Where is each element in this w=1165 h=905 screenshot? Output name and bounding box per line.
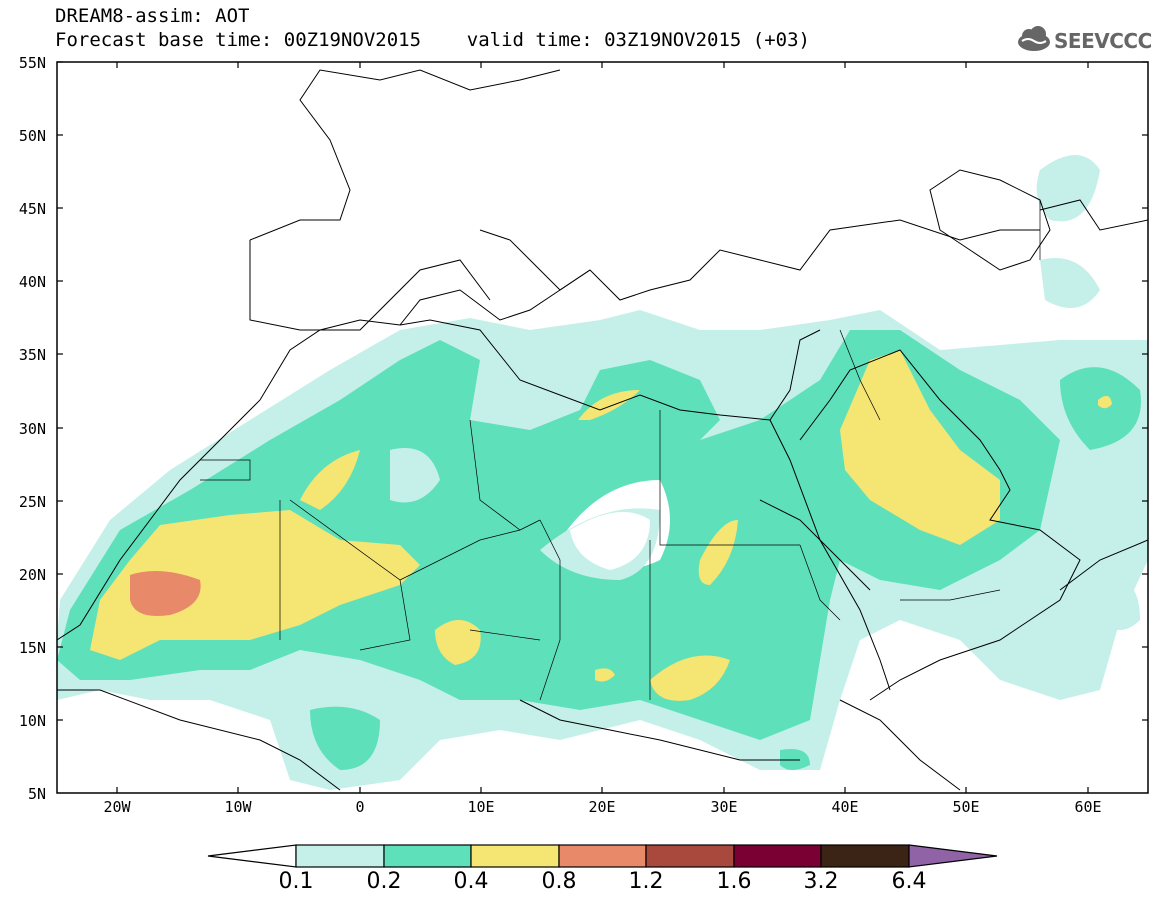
colorbar-label: 3.2 xyxy=(803,869,839,894)
aot-field xyxy=(57,155,1148,790)
lat-label: 25N xyxy=(18,493,46,511)
axis-ticks xyxy=(57,61,1148,793)
colorbar-label: 1.6 xyxy=(716,869,752,894)
lon-label: 10E xyxy=(467,798,495,816)
lat-label: 55N xyxy=(18,54,46,72)
aot-contour-0.2 xyxy=(57,330,1060,740)
lat-label: 20N xyxy=(18,566,46,584)
lat-label: 40N xyxy=(18,273,46,291)
lon-label: 50E xyxy=(952,798,980,816)
colorbar-label: 0.4 xyxy=(453,869,489,894)
lat-label: 30N xyxy=(18,420,46,438)
lon-label: 60E xyxy=(1074,798,1102,816)
coastlines xyxy=(57,69,1148,791)
lon-label: 20W xyxy=(103,798,131,816)
colorbar-label: 1.2 xyxy=(628,869,664,894)
aot-contour-0.8 xyxy=(130,571,201,616)
lon-label: 20E xyxy=(588,798,616,816)
lat-label: 5N xyxy=(27,785,46,803)
lat-label: 45N xyxy=(18,200,46,218)
cloud-logo-icon xyxy=(1018,26,1050,51)
lon-label: 30E xyxy=(710,798,738,816)
colorbar-label: 0.2 xyxy=(366,869,402,894)
forecast-times: Forecast base time: 00Z19NOV2015 valid t… xyxy=(55,29,810,51)
colorbar-label: 0.8 xyxy=(541,869,577,894)
lon-label: 10W xyxy=(224,798,252,816)
lat-label: 10N xyxy=(18,712,46,730)
lat-label: 50N xyxy=(18,127,46,145)
lon-label: 0 xyxy=(355,798,365,816)
aot-contour-0.4 xyxy=(90,510,420,660)
lon-label: 40E xyxy=(831,798,859,816)
country-borders xyxy=(200,200,1041,701)
colorbar-label: 6.4 xyxy=(891,869,927,894)
logo-text: SEEVCCC xyxy=(1054,29,1152,53)
lat-label: 15N xyxy=(18,639,46,657)
colorbar-label: 0.1 xyxy=(278,869,314,894)
seevccc-logo: SEEVCCC xyxy=(1016,24,1156,56)
lat-label: 35N xyxy=(18,346,46,364)
chart-title: DREAM8-assim: AOT xyxy=(55,5,250,27)
